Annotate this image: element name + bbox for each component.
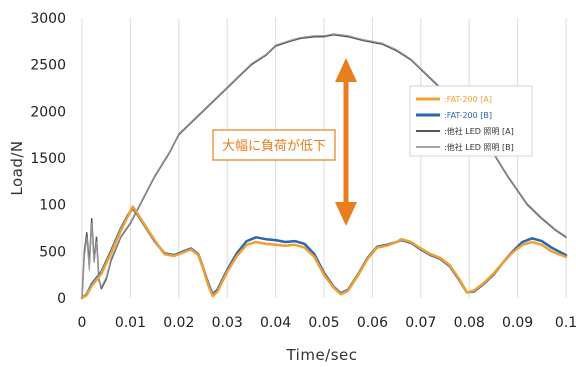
y-tick-label: 2000 — [30, 104, 66, 120]
legend-label: :FAT-200 [B] — [444, 111, 492, 120]
x-tick-label: 0.03 — [212, 315, 243, 331]
double-arrow-icon — [335, 58, 357, 226]
y-tick-label: 100 — [39, 198, 66, 214]
y-tick-labels: 0 500 100 1500 2000 2500 3000 — [30, 11, 66, 307]
legend-label: :他社 LED 照明 [B] — [444, 142, 514, 152]
annotation-box — [212, 129, 336, 161]
x-tick-label: 0.05 — [308, 315, 339, 331]
x-tick-label: 0.01 — [115, 315, 146, 331]
x-tick-label: 0.07 — [405, 315, 436, 331]
x-tick-label: 0.09 — [502, 315, 533, 331]
y-tick-label: 0 — [57, 291, 66, 307]
series-line — [80, 205, 568, 300]
annotation: 大幅に負荷が低下 — [212, 58, 357, 226]
legend: :FAT-200 [A] :FAT-200 [B] :他社 LED 照明 [A] :他… — [409, 85, 533, 157]
x-tick-label: 0.02 — [163, 315, 194, 331]
x-axis-title: Time/sec — [285, 346, 357, 364]
y-tick-label: 3000 — [30, 11, 66, 27]
annotation-label: 大幅に負荷が低下 — [222, 139, 326, 154]
x-tick-label: 0.06 — [357, 315, 388, 331]
legend-label: :FAT-200 [A] — [444, 95, 492, 104]
y-axis-title: Load/N — [8, 140, 26, 195]
x-tick-labels: 0 0.01 0.02 0.03 0.04 0.05 0.06 0.07 0.08 0.09 0.1 — [78, 315, 576, 331]
x-tick-label: 0.04 — [260, 315, 291, 331]
y-tick-label: 1500 — [30, 151, 66, 167]
y-tick-label: 500 — [39, 244, 66, 260]
x-tick-label: 0 — [78, 315, 87, 331]
legend-label: :他社 LED 照明 [A] — [444, 126, 514, 136]
y-tick-label: 2500 — [30, 58, 66, 74]
x-tick-label: 0.1 — [555, 315, 576, 331]
x-tick-label: 0.08 — [454, 315, 485, 331]
